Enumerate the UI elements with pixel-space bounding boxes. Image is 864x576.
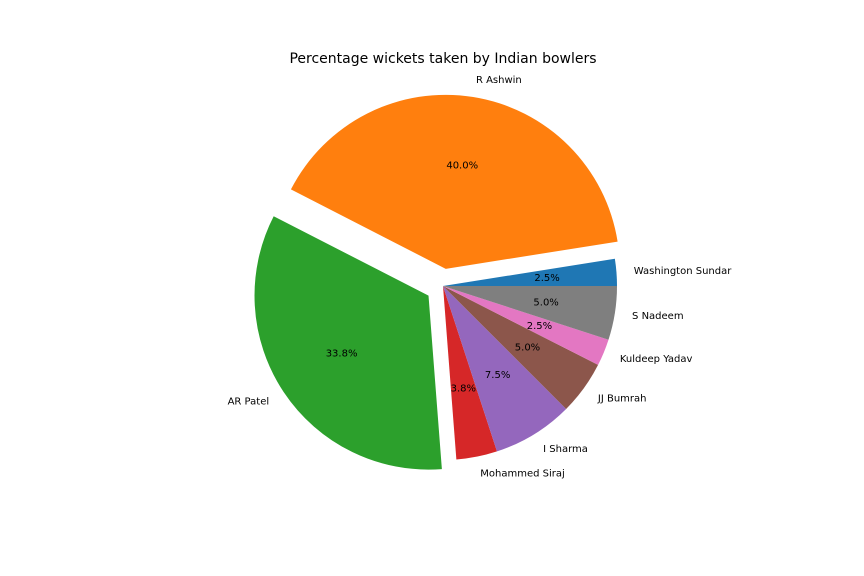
- percent-label-kuldeep-yadav: 2.5%: [527, 321, 552, 332]
- slice-label-s-nadeem: S Nadeem: [632, 311, 684, 322]
- percent-label-ar-patel: 33.8%: [326, 348, 358, 359]
- slice-label-mohammed-siraj: Mohammed Siraj: [480, 469, 565, 480]
- slice-labels: Washington Sundar R Ashwin AR Patel Mohamme…: [228, 75, 733, 480]
- slice-label-ar-patel: AR Patel: [228, 397, 270, 408]
- pie-slice-ar-patel: [254, 216, 442, 470]
- pie-slices: [254, 94, 618, 470]
- slice-label-jj-bumrah: JJ Bumrah: [597, 393, 647, 404]
- chart-title: Percentage wickets taken by Indian bowle…: [289, 51, 596, 67]
- pie-slice-mohammed-siraj: [443, 286, 497, 460]
- slice-label-washington-sundar: Washington Sundar: [634, 266, 732, 277]
- percent-label-s-nadeem: 5.0%: [533, 297, 558, 308]
- pie-slice-jj-bumrah: [443, 286, 599, 409]
- slice-label-kuldeep-yadav: Kuldeep Yadav: [620, 354, 693, 365]
- pie-slice-washington-sundar: [443, 258, 617, 286]
- slice-label-i-sharma: I Sharma: [543, 444, 588, 455]
- percent-label-washington-sundar: 2.5%: [534, 273, 559, 284]
- slice-label-r-ashwin: R Ashwin: [476, 75, 522, 86]
- pie-slice-s-nadeem: [443, 286, 617, 340]
- percent-label-i-sharma: 7.5%: [485, 370, 510, 381]
- pie-slice-kuldeep-yadav: [443, 286, 609, 365]
- percent-label-mohammed-siraj: 3.8%: [451, 383, 476, 394]
- pie-slice-r-ashwin: [290, 94, 618, 269]
- percent-labels: 2.5% 40.0% 33.8% 3.8% 7.5% 5.0% 2.5% 5.0%: [326, 161, 560, 395]
- pie-slice-i-sharma: [443, 286, 567, 452]
- percent-label-r-ashwin: 40.0%: [446, 161, 478, 172]
- percent-label-jj-bumrah: 5.0%: [515, 342, 540, 353]
